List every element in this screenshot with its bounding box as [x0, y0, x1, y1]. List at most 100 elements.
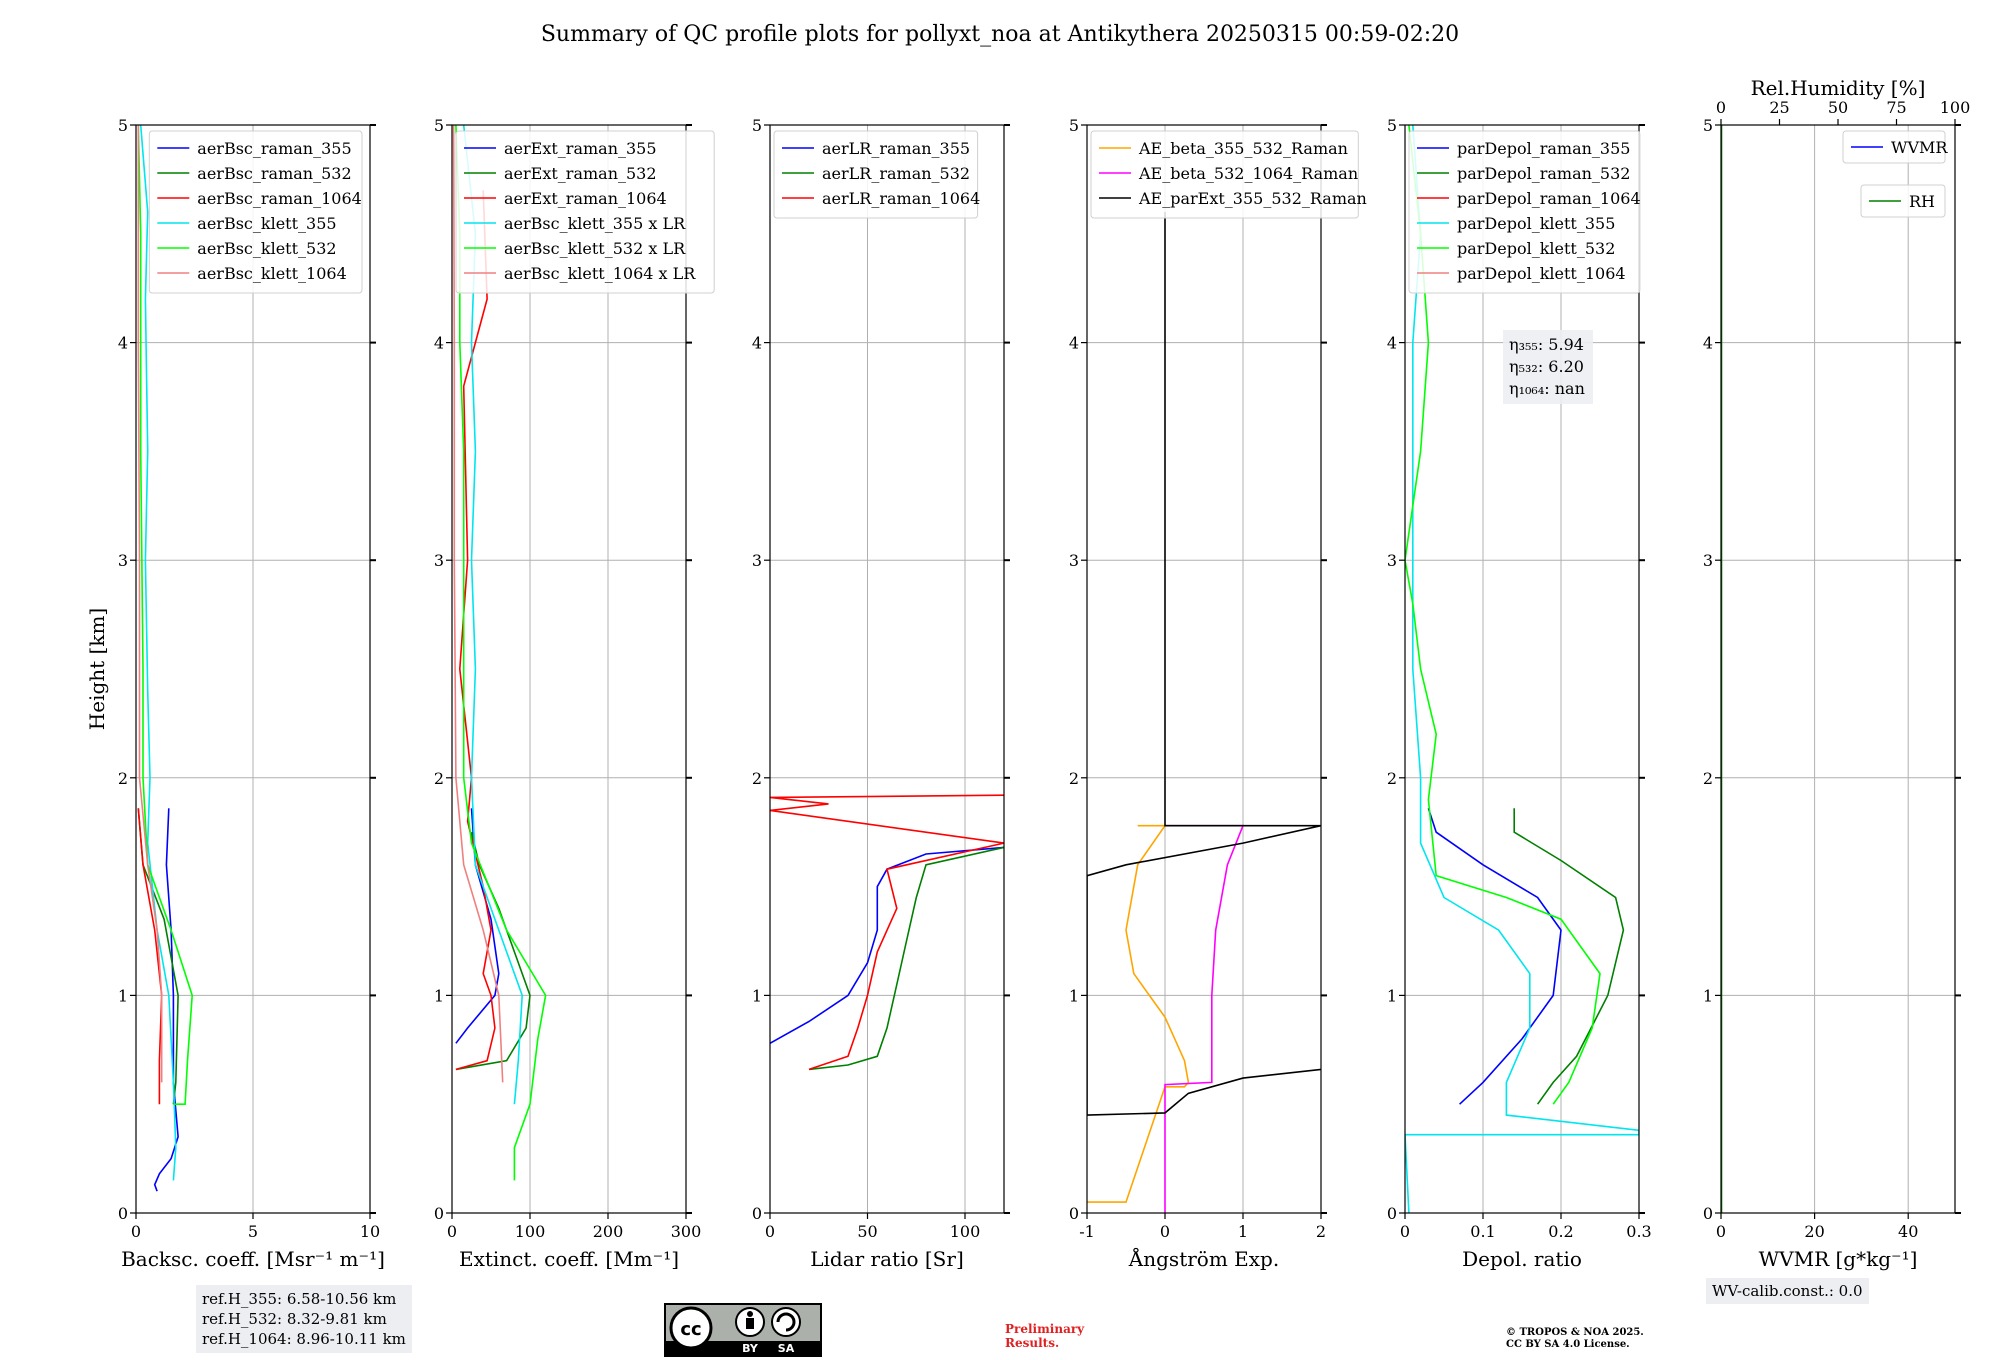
x-tick-label: 0 [447, 1222, 457, 1241]
x-tick-label: 1 [1238, 1222, 1248, 1241]
copyright-notice: © TROPOS & NOA 2025. CC BY SA 4.0 Licens… [1506, 1327, 1644, 1351]
chart-panel-extinction: 0 100 200 300 0 1 2 3 4 5 Extinct. coeff. [Mm⁻¹] ae… [434, 116, 715, 1271]
legend-box [1860, 184, 1946, 218]
x-tick-label: 0 [765, 1222, 775, 1241]
y-tick-label: 0 [1703, 1204, 1713, 1223]
legend-label-aerExt_raman_532: aerExt_raman_532 [504, 164, 657, 183]
chart-panel-backscatter: 0 5 10 0 1 2 3 4 5 Backsc. coeff. [Msr⁻¹ m⁻¹] Heig… [85, 116, 385, 1271]
reference-heights-box: ref.H_355: 6.58-10.56 km ref.H_532: 8.32… [196, 1285, 412, 1353]
series-line-AE_beta_355_532_Raman [1087, 824, 1190, 1203]
y-tick-label: 4 [1703, 334, 1713, 353]
x-axis-label: Depol. ratio [1462, 1247, 1582, 1271]
legend-label-aerLR_raman_1064: aerLR_raman_1064 [822, 189, 980, 208]
series-line-parDepol_raman_355 [1427, 808, 1562, 1105]
preliminary-line-2: Results. [1005, 1336, 1060, 1350]
x-tick-label: 50 [857, 1222, 877, 1241]
plot-frame [1404, 124, 1640, 1214]
legend-label-aerLR_raman_355: aerLR_raman_355 [822, 139, 970, 158]
plot-frame [1720, 124, 1956, 1214]
ref-height-1064: ref.H_1064: 8.96-10.11 km [202, 1330, 406, 1348]
annotation-line: η₁₀₆₄: nan [1509, 379, 1585, 398]
x-tick-label: 40 [1898, 1222, 1918, 1241]
x-tick-label: 0.2 [1548, 1222, 1573, 1241]
chart-panel-depol: 0 0.1 0.2 0.3 0 1 2 3 4 5 Depol. ratio parDepol_ram… [1387, 116, 1652, 1271]
ref-height-355: ref.H_355: 6.58-10.56 km [202, 1290, 397, 1308]
legend-label-parDepol_raman_355: parDepol_raman_355 [1457, 139, 1630, 158]
series-line-AE_parExt_355_532_Raman [1087, 212, 1321, 1116]
y-tick-label: 5 [1703, 116, 1713, 135]
y-tick-label: 4 [1387, 334, 1397, 353]
series-line-parDepol_klett_532 [1405, 125, 1601, 1105]
x-tick-label: -1 [1079, 1222, 1095, 1241]
y-tick-label: 5 [1387, 116, 1397, 135]
legend-box [1090, 130, 1359, 219]
y-tick-label: 2 [118, 769, 128, 788]
y-tick-label: 3 [118, 551, 128, 570]
copyright-line-2: CC BY SA 4.0 License. [1506, 1339, 1630, 1350]
y-axis-label: Height [km] [85, 608, 109, 730]
legend-label-aerExt_raman_355: aerExt_raman_355 [504, 139, 657, 158]
legend-box [1842, 130, 1946, 164]
y-tick-label: 2 [752, 769, 762, 788]
annotation-box [1503, 330, 1593, 404]
y-tick-label: 1 [1069, 986, 1079, 1005]
series-line-aerLR_raman_1064 [770, 794, 1004, 1071]
sa-share-icon [771, 1307, 801, 1337]
annotation-line: η₃₅₅: 5.94 [1509, 335, 1584, 354]
legend-label-AE_beta_532_1064_Raman: AE_beta_532_1064_Raman [1138, 164, 1358, 183]
x-tick-label: 0 [1160, 1222, 1170, 1241]
chart-panel-lidar_ratio: 0 50 100 0 1 2 3 4 5 Lidar ratio [Sr] aerLR_raman_… [752, 116, 1010, 1271]
plot-frame [1086, 124, 1322, 1214]
legend-label-parDepol_raman_1064: parDepol_raman_1064 [1457, 189, 1641, 208]
legend-label-aerBsc_raman_1064: aerBsc_raman_1064 [197, 189, 362, 208]
legend-label-aerExt_raman_1064: aerExt_raman_1064 [504, 189, 667, 208]
series-line-AE_beta_532_1064_Raman [1164, 824, 1245, 1213]
series-line-aerBsc_klett_1064 [137, 125, 163, 1083]
series-line-aerBsc_raman_1064 [137, 808, 163, 1105]
top-x-axis-label: Rel.Humidity [%] [1751, 76, 1926, 100]
legend-box [773, 130, 979, 219]
y-tick-label: 3 [1387, 551, 1397, 570]
x-axis-label: Ångström Exp. [1128, 1246, 1279, 1271]
y-tick-label: 4 [752, 334, 762, 353]
legend-box [148, 130, 363, 294]
preliminary-line-1: Preliminary [1005, 1322, 1085, 1336]
x-tick-label: 300 [671, 1222, 702, 1241]
x-axis-label: WVMR [g*kg⁻¹] [1759, 1247, 1918, 1271]
series-line-aerBsc_raman_355 [153, 808, 179, 1192]
legend-label-parDepol_klett_1064: parDepol_klett_1064 [1457, 264, 1626, 283]
plot-frame [451, 124, 687, 1214]
y-tick-label: 2 [1387, 769, 1397, 788]
plot-frame [769, 124, 1005, 1214]
sa-badge-text: SA [778, 1342, 795, 1355]
series-line-aerBsc_klett_532 x LR [455, 125, 547, 1181]
top-x-tick-label: 25 [1769, 98, 1789, 117]
y-tick-label: 2 [1069, 769, 1079, 788]
copyright-line-1: © TROPOS & NOA 2025. [1506, 1327, 1644, 1338]
legend-box [1408, 130, 1641, 294]
legend-label-aerBsc_klett_532: aerBsc_klett_532 [197, 239, 336, 258]
y-tick-label: 1 [434, 986, 444, 1005]
y-tick-label: 5 [118, 116, 128, 135]
x-axis-label: Backsc. coeff. [Msr⁻¹ m⁻¹] [121, 1247, 385, 1271]
legend-label-aerBsc_raman_532: aerBsc_raman_532 [197, 164, 351, 183]
legend-label-parDepol_klett_355: parDepol_klett_355 [1457, 214, 1615, 233]
legend-label-RH: RH [1909, 192, 1935, 211]
y-tick-label: 0 [1387, 1204, 1397, 1223]
y-tick-label: 3 [1069, 551, 1079, 570]
x-axis-label: Extinct. coeff. [Mm⁻¹] [459, 1247, 679, 1271]
x-tick-label: 0.1 [1470, 1222, 1495, 1241]
y-tick-label: 4 [1069, 334, 1079, 353]
x-axis-label: Lidar ratio [Sr] [810, 1247, 964, 1271]
y-tick-label: 0 [118, 1204, 128, 1223]
x-tick-label: 0 [1400, 1222, 1410, 1241]
top-x-tick-label: 0 [1716, 98, 1726, 117]
ref-height-532: ref.H_532: 8.32-9.81 km [202, 1310, 387, 1328]
series-line-aerBsc_klett_355 x LR [462, 125, 524, 1105]
wv-calibration-box: WV-calib.const.: 0.0 [1706, 1278, 1869, 1304]
legend-label-WVMR: WVMR [1891, 138, 1948, 157]
x-tick-label: 0 [131, 1222, 141, 1241]
y-tick-label: 1 [118, 986, 128, 1005]
